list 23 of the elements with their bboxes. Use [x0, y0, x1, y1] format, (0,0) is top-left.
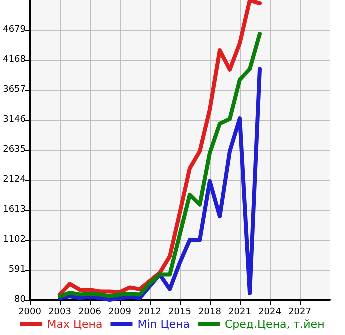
x-tick-label: 2006	[78, 308, 102, 318]
x-tick-label: 2012	[138, 308, 162, 318]
x-tick-label: 2003	[48, 308, 72, 318]
legend-label: Сред.Цена, т.йен	[224, 318, 325, 331]
legend-label: Max Цена	[47, 318, 103, 331]
y-tick-label: 3657	[3, 85, 26, 95]
y-tick-label: 2124	[3, 175, 26, 185]
y-tick-label: 591	[8, 265, 26, 275]
x-tick-label: 2024	[258, 308, 282, 318]
y-tick-label: 80	[14, 295, 26, 305]
x-tick-label: 2021	[228, 308, 252, 318]
y-tick-label: 4679	[3, 25, 26, 35]
x-tick-label: 2027	[288, 308, 312, 318]
legend-label: Min Цена	[138, 318, 190, 331]
y-tick-label: 3146	[3, 115, 26, 125]
y-tick-label: 2635	[3, 145, 26, 155]
y-tick-label: 4168	[3, 55, 26, 65]
x-tick-label: 2000	[18, 308, 42, 318]
y-tick-label: 1102	[3, 235, 26, 245]
y-tick-label: 1613	[3, 205, 26, 215]
x-tick-label: 2018	[198, 308, 222, 318]
x-tick-label: 2009	[108, 308, 132, 318]
x-tick-label: 2015	[168, 308, 192, 318]
